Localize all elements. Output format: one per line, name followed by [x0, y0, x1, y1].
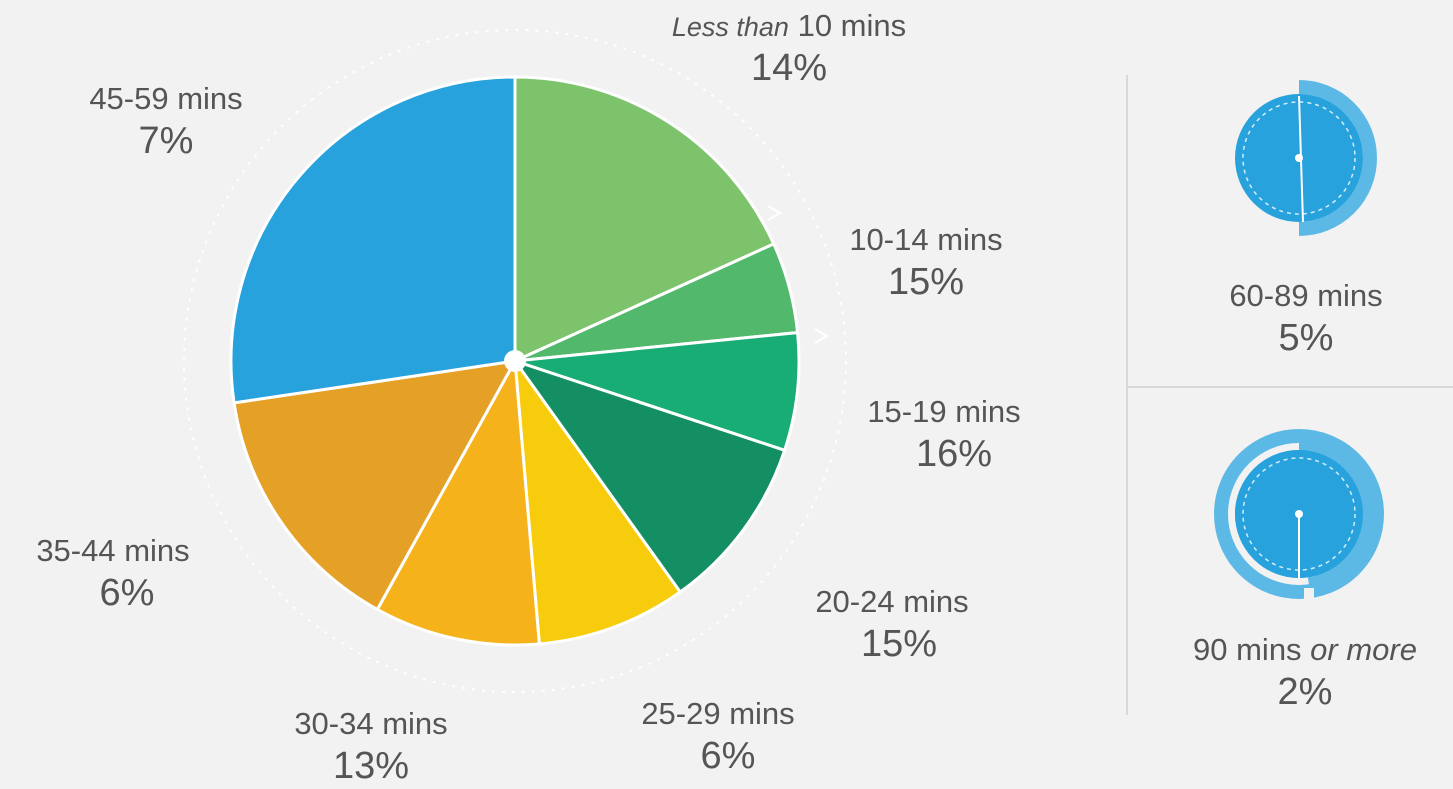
category-label: 30-34 mins: [294, 706, 448, 741]
category-label: 20-24 mins: [815, 584, 969, 619]
value-label: 7%: [138, 120, 194, 162]
clock-icon: [1214, 429, 1384, 608]
clock-ring-gap: [1304, 588, 1314, 608]
label-25-29: 25-29 mins 6%: [641, 698, 794, 775]
pie-slice-less-than-10-mins: [513, 75, 776, 364]
pie-slice-25-29-mins: [513, 355, 683, 646]
pie-slice-45-59-mins: [229, 75, 517, 405]
value-label: 16%: [915, 433, 993, 475]
category-label: 15-19 mins: [867, 394, 1021, 429]
label-35-44: 35-44 mins 6%: [36, 535, 189, 612]
value-label: 2%: [1277, 671, 1333, 713]
clock-center: [1295, 510, 1303, 518]
pie-slice-15-19-mins: [514, 330, 801, 453]
pie-slice-35-44-mins: [232, 359, 518, 612]
value-label: 15%: [860, 623, 938, 665]
clock-icon: [1235, 80, 1377, 236]
value-label: 5%: [1278, 317, 1334, 359]
value-label: 13%: [332, 745, 410, 787]
label-60-89: 60-89 mins 5%: [1229, 280, 1382, 357]
category-label: 45-59 mins: [89, 81, 243, 116]
guide-arrow-icon: [814, 328, 829, 344]
label-10-14: 10-14 mins 15%: [849, 224, 1002, 301]
clock-full-ring: [1214, 429, 1384, 599]
value-label: 14%: [750, 47, 828, 89]
clock-dashed-ring: [1242, 457, 1356, 571]
side-panel-separator: [1127, 386, 1453, 388]
label-suffix: or more: [1310, 632, 1417, 667]
side-panel-divider: [1126, 75, 1128, 715]
clock-dashed-ring: [1242, 101, 1356, 215]
category-label: 25-29 mins: [641, 696, 795, 731]
category-label: 60-89 mins: [1229, 278, 1383, 313]
clock-center: [1295, 154, 1303, 162]
label-20-24: 20-24 mins 15%: [815, 586, 968, 663]
label-less-than-10: Less than 10 mins 14%: [671, 8, 907, 89]
label-15-19: 15-19 mins 16%: [867, 396, 1020, 473]
label-prefix: Less than: [671, 12, 789, 42]
category-label: 10-14 mins: [849, 222, 1003, 257]
value-label: 15%: [887, 261, 965, 303]
pie-slice-30-34-mins: [375, 355, 542, 647]
label-30-34: 30-34 mins 13%: [294, 708, 447, 785]
pie-center-dot: [504, 350, 526, 372]
value-label: 6%: [99, 572, 155, 614]
label-90-or-more: 90 mins or more 2%: [1193, 632, 1417, 713]
pie-guide-ring: [183, 29, 847, 693]
label-45-59: 45-59 mins 7%: [89, 83, 242, 160]
clock-ring: [1298, 436, 1377, 592]
value-label: 6%: [700, 735, 756, 777]
category-label: 35-44 mins: [36, 533, 190, 568]
clock-ring: [1298, 80, 1377, 236]
pie-slice-20-24-mins: [511, 358, 787, 595]
guide-arrow-icon: [767, 205, 782, 221]
